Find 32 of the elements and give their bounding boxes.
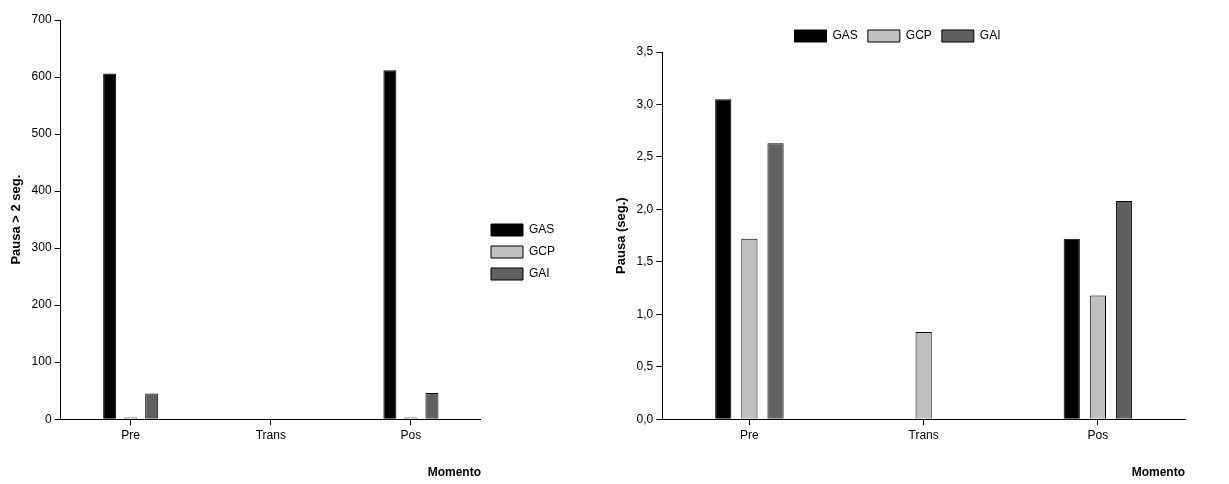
- y-tick-label: 2,0: [636, 201, 654, 216]
- y-tick-label: 100: [31, 354, 52, 369]
- legend-label: GAI: [979, 28, 1001, 43]
- y-tick-label: 400: [31, 183, 52, 198]
- y-tick-label: 200: [31, 297, 52, 312]
- y-tick-label: 300: [31, 240, 52, 255]
- y-tick-label: 0,5: [636, 359, 654, 374]
- x-axis-title: Momento: [427, 465, 481, 480]
- legend-label: GAS: [832, 28, 858, 43]
- y-tick-label: 500: [31, 126, 52, 141]
- x-axis-title: Momento: [1131, 465, 1185, 480]
- y-tick-label: 1,0: [636, 306, 654, 321]
- x-tick-label: Trans: [908, 427, 939, 442]
- y-tick-label: 0,0: [636, 411, 654, 426]
- x-tick-label: Pre: [121, 427, 141, 442]
- y-tick-label: 700: [31, 12, 52, 27]
- y-axis-title: Pausa > 2 seg.: [8, 174, 24, 265]
- x-tick-label: Trans: [255, 427, 286, 442]
- x-tick-label: Pre: [740, 427, 760, 442]
- legend-label: GAS: [529, 222, 555, 237]
- y-tick-label: 1,5: [636, 254, 654, 269]
- y-tick-label: 0: [44, 411, 52, 426]
- legend-label: GCP: [905, 28, 932, 43]
- y-tick-label: 600: [31, 69, 52, 84]
- y-tick-label: 3,0: [636, 96, 654, 111]
- x-tick-label: Pos: [1087, 427, 1109, 442]
- y-axis-title: Pausa (seg.): [613, 197, 629, 274]
- y-tick-label: 2,5: [636, 149, 654, 164]
- y-tick-label: 3,5: [636, 44, 654, 59]
- legend-label: GCP: [529, 244, 556, 259]
- x-tick-label: Pos: [400, 427, 422, 442]
- legend-label: GAI: [529, 266, 550, 281]
